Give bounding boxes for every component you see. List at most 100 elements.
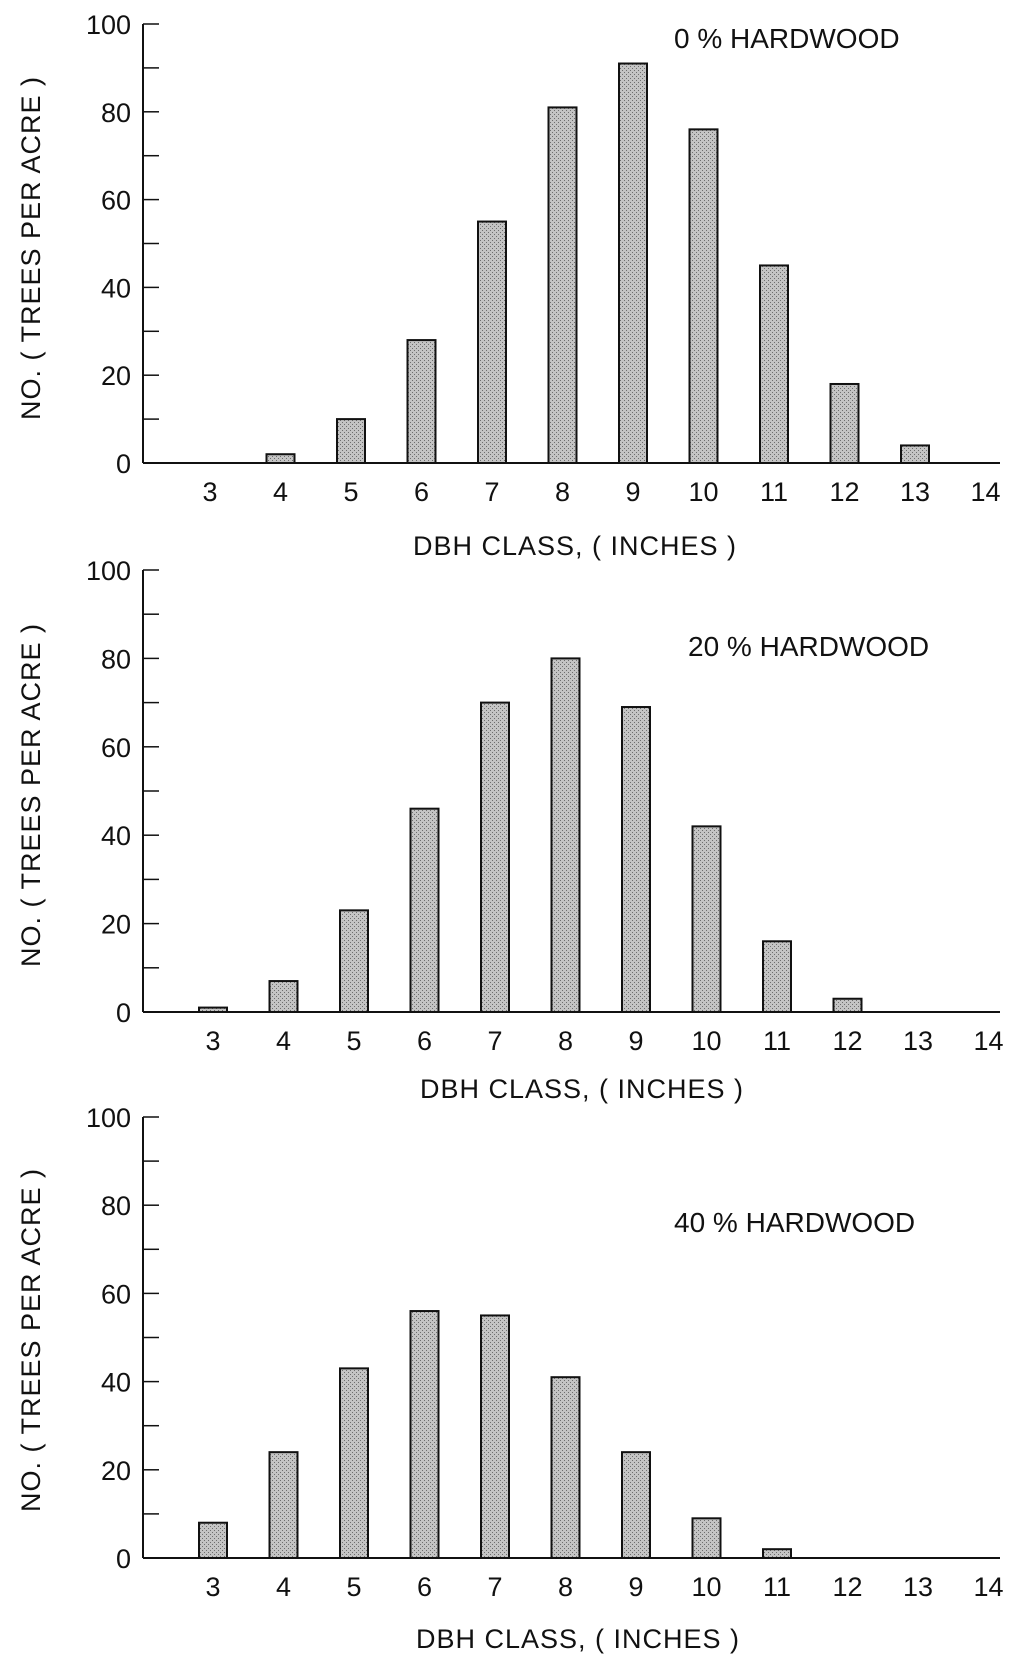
y-tick-label: 40 [101,273,131,303]
y-tick-label: 0 [116,1544,131,1574]
bar-dbh-13 [900,444,930,465]
bars [198,1310,792,1560]
x-tick-label: 5 [343,477,358,507]
y-tick-label: 80 [101,1191,131,1221]
x-tick-label: 3 [205,1026,220,1056]
x-tick-label: 9 [628,1572,643,1602]
panel-title: 40 % HARDWOOD [674,1207,915,1238]
y-axis-title: NO. ( TREES PER ACRE ) [16,623,46,967]
x-tick-label: 5 [346,1572,361,1602]
bar-dbh-6 [409,807,440,1013]
x-axis-title: DBH CLASS, ( INCHES ) [413,531,737,561]
bars [198,657,863,1014]
y-tick-label: 60 [101,733,131,763]
bar-dbh-5 [336,418,366,465]
x-tick-label: 13 [900,477,930,507]
bar-dbh-7 [480,1314,510,1559]
bar-dbh-12 [832,997,863,1013]
y-tick-label: 20 [101,361,131,391]
x-tick-label: 8 [555,477,570,507]
bar-dbh-7 [477,220,507,464]
bar-dbh-11 [762,1548,792,1560]
x-tick-label: 8 [558,1026,573,1056]
x-tick-labels: 3 4 5 6 7 8 9 10 11 12 13 14 [202,477,1000,507]
x-tick-label: 4 [276,1572,291,1602]
x-tick-label: 6 [417,1026,432,1056]
x-tick-label: 6 [417,1572,432,1602]
panel-title: 20 % HARDWOOD [688,631,929,662]
x-tick-label: 12 [832,1026,862,1056]
y-tick-label: 0 [116,998,131,1028]
bar-dbh-8 [547,106,578,464]
x-tick-label: 8 [558,1572,573,1602]
bar-dbh-11 [759,264,789,465]
chart-panel-0-percent-hardwood: 3 4 5 6 7 8 9 10 11 12 13 14 0 20 40 60 80 100 0 % HARDW… [16,10,1001,561]
y-tick-label: 40 [101,821,131,851]
x-tick-label: 7 [484,477,499,507]
bar-dbh-9 [621,706,651,1014]
y-tick-label: 80 [101,98,131,128]
x-tick-label: 4 [276,1026,291,1056]
bar-dbh-7 [480,701,510,1013]
x-tick-label: 10 [688,477,718,507]
chart-panel-40-percent-hardwood: 3 4 5 6 7 8 9 10 11 12 13 14 0 20 40 60 80 100 40 % HARD… [16,1103,1004,1654]
bar-dbh-10 [691,825,722,1013]
bars [265,62,930,465]
x-tick-label: 13 [903,1026,933,1056]
x-tick-label: 13 [903,1572,933,1602]
bar-dbh-8 [550,1376,581,1559]
y-axis-title: NO. ( TREES PER ACRE ) [16,76,46,420]
x-tick-label: 11 [763,1572,791,1602]
x-tick-label: 9 [625,477,640,507]
bar-dbh-4 [265,453,296,465]
y-tick-labels: 0 20 40 60 80 100 [86,10,131,479]
y-tick-label: 60 [101,186,131,216]
x-tick-label: 10 [691,1026,721,1056]
y-tick-label: 0 [116,449,131,479]
x-tick-label: 7 [487,1026,502,1056]
y-tick-label: 100 [86,10,131,40]
y-tick-label: 80 [101,644,131,674]
bar-dbh-10 [691,1517,722,1560]
x-tick-label: 7 [487,1572,502,1602]
x-tick-label: 12 [829,477,859,507]
bar-dbh-6 [409,1310,440,1560]
x-tick-label: 10 [691,1572,721,1602]
bar-dbh-12 [829,382,860,465]
x-tick-labels: 3 4 5 6 7 8 9 10 11 12 13 14 [205,1572,1003,1602]
bar-dbh-4 [268,980,299,1013]
panel-title: 0 % HARDWOOD [674,23,900,54]
y-tick-label: 100 [86,1103,131,1133]
y-tick-labels: 0 20 40 60 80 100 [86,1103,131,1574]
bar-dbh-11 [762,940,792,1014]
x-tick-label: 6 [414,477,429,507]
bar-dbh-3 [198,1006,228,1014]
x-tick-label: 4 [273,477,288,507]
x-tick-label: 14 [970,477,1000,507]
bar-dbh-8 [550,657,581,1014]
x-tick-label: 11 [763,1026,791,1056]
x-tick-label: 14 [973,1572,1003,1602]
y-axis-title: NO. ( TREES PER ACRE ) [16,1168,46,1512]
bar-dbh-5 [339,909,369,1014]
chart-panel-20-percent-hardwood: 3 4 5 6 7 8 9 10 11 12 13 14 0 20 40 60 80 100 20 % HARD… [16,556,1004,1104]
bar-dbh-5 [339,1367,369,1559]
x-tick-label: 3 [202,477,217,507]
y-tick-label: 100 [86,556,131,586]
y-tick-label: 40 [101,1368,131,1398]
y-tick-label: 60 [101,1279,131,1309]
x-axis-title: DBH CLASS, ( INCHES ) [416,1624,740,1654]
bar-dbh-6 [406,339,437,464]
x-tick-label: 9 [628,1026,643,1056]
x-tick-label: 5 [346,1026,361,1056]
x-tick-labels: 3 4 5 6 7 8 9 10 11 12 13 14 [205,1026,1003,1056]
y-tick-label: 20 [101,1456,131,1486]
bar-dbh-9 [618,62,648,464]
bar-dbh-3 [198,1521,228,1559]
x-tick-label: 3 [205,1572,220,1602]
x-tick-label: 14 [973,1026,1003,1056]
x-axis-title: DBH CLASS, ( INCHES ) [420,1074,744,1104]
bar-dbh-4 [268,1451,299,1560]
bar-dbh-9 [621,1451,651,1560]
